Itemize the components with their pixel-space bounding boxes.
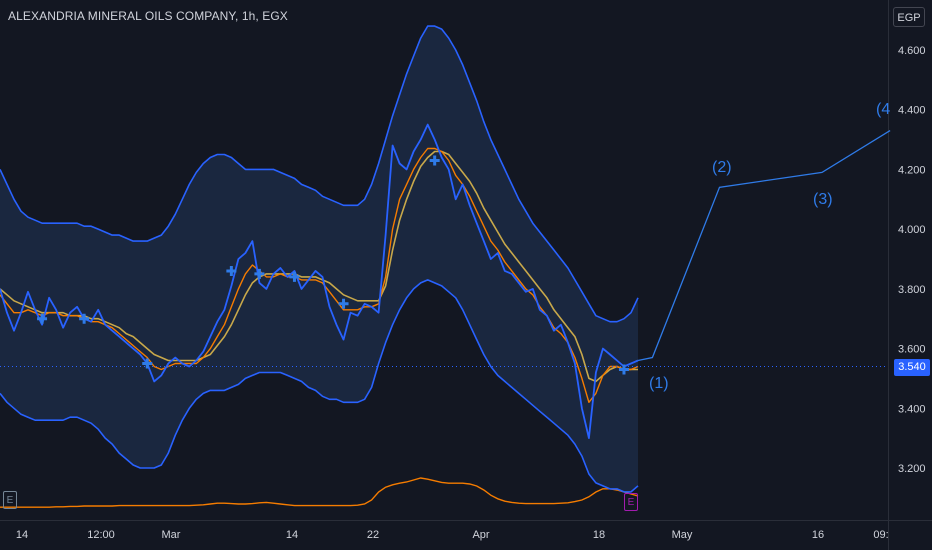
volume-area [0,477,639,508]
buy-marker [254,268,265,279]
projection-line [637,130,891,362]
time-tick-label: 16 [812,529,824,541]
time-tick-label: 18 [593,529,605,541]
price-tick-label: 3.600 [898,344,926,356]
buy-markers [37,155,629,375]
time-tick-label: 22 [367,529,379,541]
time-tick-label: 09: [873,529,888,541]
elliott-projection: (1) (2) (3) (4 [637,101,891,392]
price-tick-label: 3.400 [898,403,926,415]
buy-marker [79,313,90,324]
buy-marker [429,155,440,166]
slow-ma-line [0,150,638,383]
price-tick-label: 4.400 [898,105,926,117]
price-tick-label: 4.600 [898,45,926,57]
upper-band-line [0,25,639,323]
bollinger-bands [0,25,639,493]
wave-label: (2) [712,159,732,176]
buy-marker [289,271,300,282]
wave-label: (1) [649,375,669,392]
buy-marker [338,298,349,309]
buy-marker [226,265,237,276]
buy-marker [618,364,629,375]
wave-label: (3) [813,191,833,208]
time-tick-label: 14 [16,529,28,541]
time-tick-label: Mar [162,529,181,541]
currency-button[interactable]: EGP [893,7,925,27]
time-tick-label: 14 [286,529,298,541]
price-tick-label: 4.200 [898,164,926,176]
price-tick-label: 3.200 [898,463,926,475]
time-tick-label: Apr [472,529,489,541]
price-tick-label: 4.000 [898,224,926,236]
time-tick-label: 12:00 [87,529,115,541]
chart-title: ALEXANDRIA MINERAL OILS COMPANY, 1h, EGX [8,9,288,23]
price-axis[interactable]: 4.600 4.400 4.200 4.000 3.800 3.600 3.400 3.200 [898,45,926,475]
buy-marker [142,358,153,369]
volume-ma-line [0,477,639,508]
last-price-tag: 3.540 [894,359,930,376]
lower-band-line [0,279,639,493]
buy-marker [37,313,48,324]
earnings-marker-2[interactable]: E [624,493,638,511]
price-tick-label: 3.800 [898,284,926,296]
price-line [0,123,639,439]
wave-label: (4 [876,101,890,118]
time-tick-label: May [672,529,693,541]
band-fill [0,26,638,492]
earnings-marker-1[interactable]: E [3,491,17,509]
time-axis[interactable]: 14 12:00 Mar 14 22 Apr 18 May 16 09: [16,529,889,541]
